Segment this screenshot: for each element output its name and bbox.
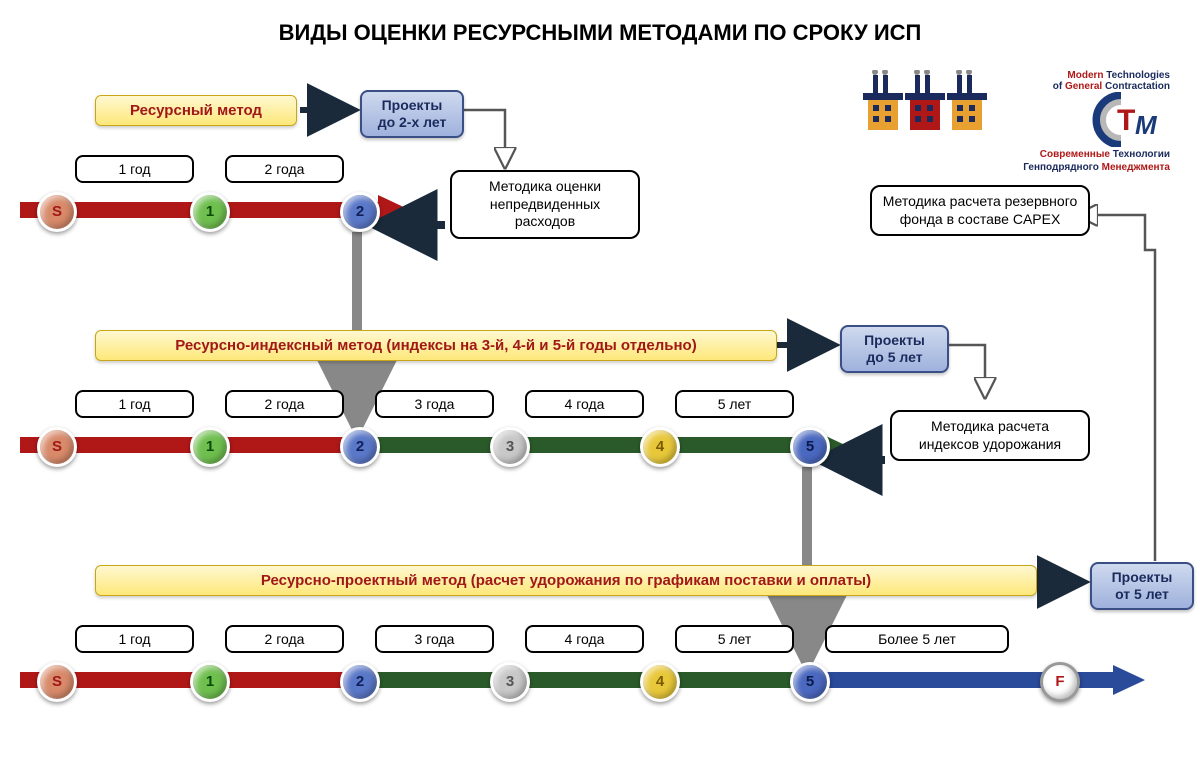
- logo-line2: of General Contractation: [1023, 81, 1170, 92]
- tl3-node-s: S: [37, 662, 77, 702]
- projects-1-box: Проектыдо 2-х лет: [360, 90, 464, 138]
- method-2-box: Ресурсно-индексный метод (индексы на 3-й…: [95, 330, 777, 361]
- page-title: ВИДЫ ОЦЕНКИ РЕСУРСНЫМИ МЕТОДАМИ ПО СРОКУ…: [0, 0, 1200, 46]
- tl1-node-s: S: [37, 192, 77, 232]
- tl2-y5: 5 лет: [675, 390, 794, 418]
- tl3-node-3: 3: [490, 662, 530, 702]
- tl2-node-s: S: [37, 427, 77, 467]
- tl1-node-1: 1: [190, 192, 230, 232]
- logo-line3: Современные Технологии: [1023, 149, 1170, 160]
- tl1-y1: 1 год: [75, 155, 194, 183]
- factory-icon: [863, 70, 1013, 135]
- tl2-y3: 3 года: [375, 390, 494, 418]
- tl3-node-f: F: [1040, 662, 1080, 702]
- methodic-2-box: Методика расчета резервного фонда в сост…: [870, 185, 1090, 236]
- tl3-node-1: 1: [190, 662, 230, 702]
- methodic-3-box: Методика расчета индексов удорожания: [890, 410, 1090, 461]
- tl2-node-1: 1: [190, 427, 230, 467]
- tl3-y6: Более 5 лет: [825, 625, 1009, 653]
- svg-text:М: М: [1135, 110, 1158, 140]
- tl3-y1: 1 год: [75, 625, 194, 653]
- method-3-box: Ресурсно-проектный метод (расчет удорожа…: [95, 565, 1037, 596]
- tl3-node-4: 4: [640, 662, 680, 702]
- logo-line4: Генподрядного Менеджмента: [1023, 162, 1170, 173]
- projects-2-box: Проектыдо 5 лет: [840, 325, 949, 373]
- tl2-node-3: 3: [490, 427, 530, 467]
- method-1-box: Ресурсный метод: [95, 95, 297, 126]
- tl3-node-2: 2: [340, 662, 380, 702]
- tl3-y5: 5 лет: [675, 625, 794, 653]
- logo-area: Modern Technologies of General Contracta…: [820, 70, 1170, 180]
- projects-3-box: Проектыот 5 лет: [1090, 562, 1194, 610]
- tl2-node-2: 2: [340, 427, 380, 467]
- tl3-y3: 3 года: [375, 625, 494, 653]
- tl1-y2: 2 года: [225, 155, 344, 183]
- tl3-y2: 2 года: [225, 625, 344, 653]
- methodic-1-box: Методика оценки непредвиденных расходов: [450, 170, 640, 239]
- tl3-node-5: 5: [790, 662, 830, 702]
- svg-text:Т: Т: [1117, 104, 1135, 137]
- tl2-y4: 4 года: [525, 390, 644, 418]
- tl1-node-2: 2: [340, 192, 380, 232]
- tl2-node-5: 5: [790, 427, 830, 467]
- tl3-y4: 4 года: [525, 625, 644, 653]
- logo-line1: Modern Technologies: [1023, 70, 1170, 81]
- ctm-logo-icon: Т М: [1075, 92, 1170, 147]
- tl2-y2: 2 года: [225, 390, 344, 418]
- tl2-y1: 1 год: [75, 390, 194, 418]
- tl2-node-4: 4: [640, 427, 680, 467]
